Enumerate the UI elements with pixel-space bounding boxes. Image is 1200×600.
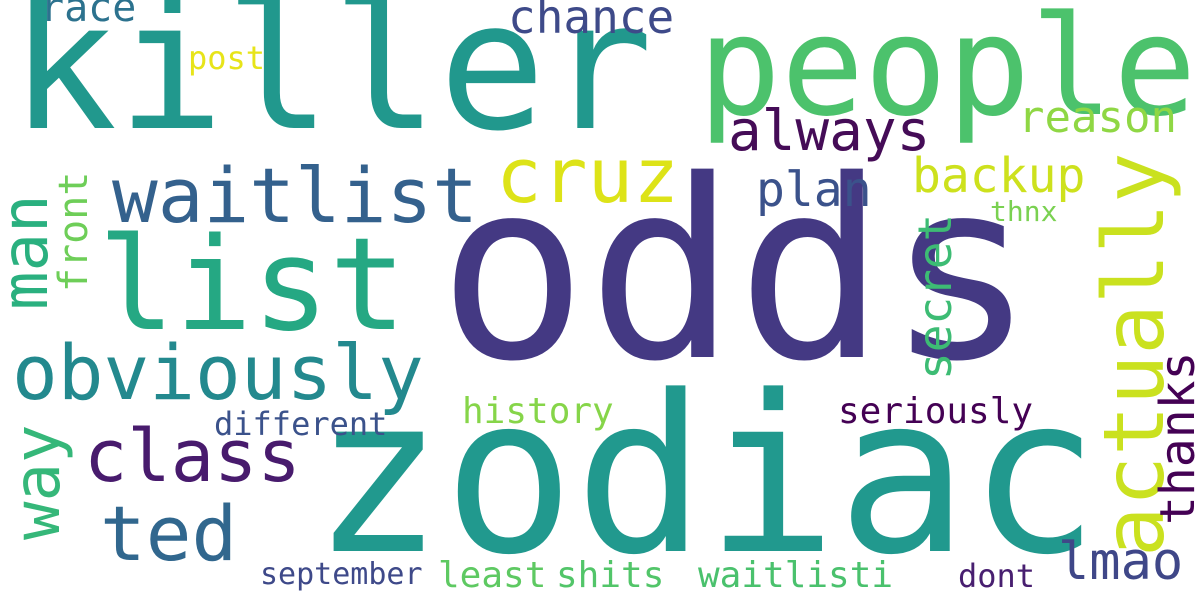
word-cruz: cruz bbox=[496, 131, 680, 220]
word-always: always bbox=[728, 99, 931, 164]
word-class: class bbox=[84, 414, 301, 498]
word-way: way bbox=[1, 424, 75, 540]
word-dont: dont bbox=[958, 557, 1036, 595]
word-september: september bbox=[260, 557, 423, 592]
word-chance: chance bbox=[508, 0, 675, 44]
word-post: post bbox=[188, 39, 266, 77]
word-seriously: seriously bbox=[838, 391, 1034, 432]
word-waitlisti: waitlisti bbox=[698, 555, 894, 596]
word-list: list bbox=[98, 211, 407, 360]
word-zodiac: zodiac bbox=[312, 350, 1100, 600]
word-secret: secret bbox=[908, 213, 962, 380]
word-plan: plan bbox=[756, 162, 872, 218]
word-waitlist: waitlist bbox=[112, 151, 479, 240]
word-backup: backup bbox=[912, 148, 1086, 204]
word-reason: reason bbox=[1018, 92, 1177, 143]
word-shits: shits bbox=[556, 555, 665, 596]
word-lmao: lmao bbox=[1058, 532, 1184, 592]
word-killer: killer bbox=[10, 0, 653, 170]
word-thanks: thanks bbox=[1150, 351, 1200, 525]
word-thnx: thnx bbox=[990, 195, 1058, 228]
word-man: man bbox=[0, 194, 63, 310]
word-ted: ted bbox=[100, 489, 238, 578]
word-least: least bbox=[438, 555, 547, 596]
word-race: race bbox=[40, 0, 137, 31]
word-odds: odds bbox=[438, 128, 1036, 416]
word-front: front bbox=[51, 171, 97, 292]
word-obviously: obviously bbox=[12, 328, 424, 417]
word-people: people bbox=[698, 0, 1197, 147]
word-different: different bbox=[214, 405, 388, 443]
word-history: history bbox=[462, 391, 614, 432]
